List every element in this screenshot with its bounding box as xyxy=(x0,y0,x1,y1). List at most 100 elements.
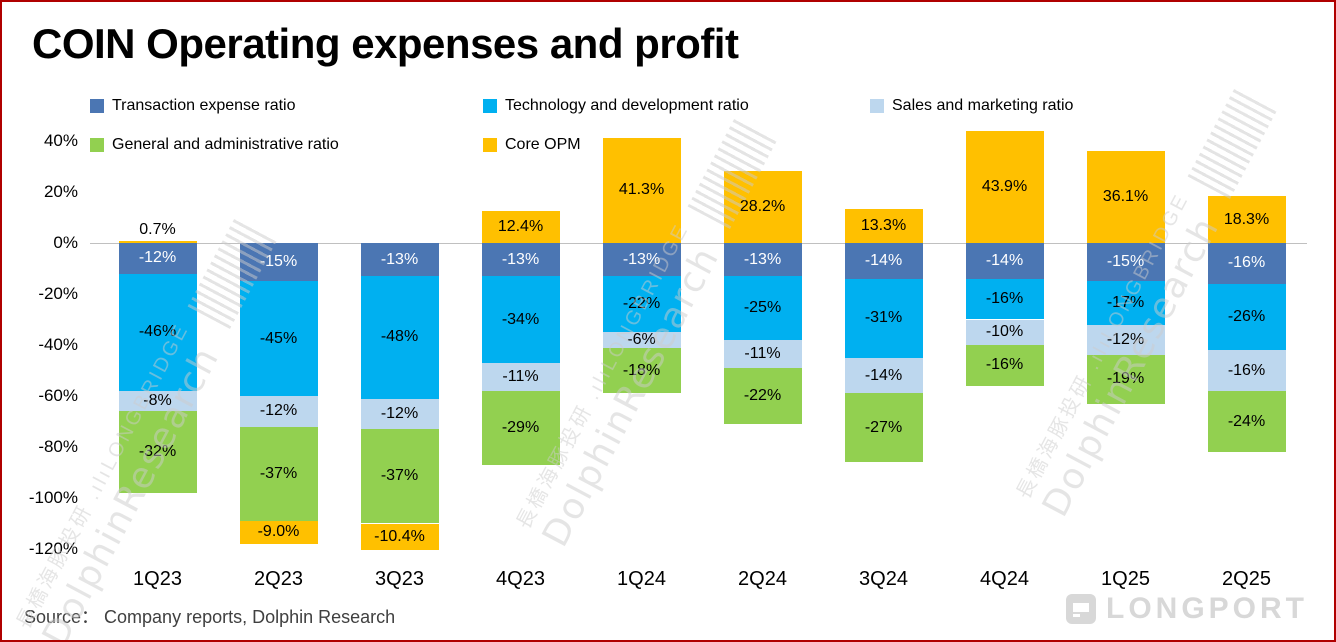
bar-segment xyxy=(239,426,318,521)
bar-segment xyxy=(965,131,1044,243)
bar-value-label: -14% xyxy=(864,251,903,269)
bar-segment xyxy=(602,347,681,394)
bar-segment xyxy=(965,243,1044,279)
legend-label-technology: Technology and development ratio xyxy=(505,97,749,114)
legend-item-general-administrative-ratio: General and administrative ratio xyxy=(90,136,339,154)
legend-item-core-opm: Core OPM xyxy=(483,136,581,154)
legend-item-transaction-expense-ratio: Transaction expense ratio xyxy=(90,97,296,115)
bar-segment xyxy=(602,137,681,243)
bar-value-label: -16% xyxy=(1227,361,1266,379)
bar-segment xyxy=(844,278,923,358)
bar-segment xyxy=(965,278,1044,320)
bar-value-label: -19% xyxy=(1106,370,1145,388)
legend-swatch-technology xyxy=(483,99,497,113)
bar-segment xyxy=(723,243,802,277)
bar-segment xyxy=(360,523,439,551)
y-axis-tick-label: 20% xyxy=(43,182,78,201)
bar-value-label: -16% xyxy=(985,356,1024,374)
bar-segment xyxy=(360,276,439,399)
x-axis-category-label: 2Q25 xyxy=(1222,568,1271,590)
bar-segment xyxy=(118,411,197,493)
bar-segment xyxy=(1086,243,1165,282)
bar-value-label: -11% xyxy=(744,344,781,362)
x-axis-category-label: 2Q23 xyxy=(254,568,303,590)
legend-label-core-opm: Core OPM xyxy=(505,136,581,153)
bar-segment xyxy=(1086,324,1165,356)
bar-value-label: -34% xyxy=(501,310,540,328)
bar-segment xyxy=(118,243,197,274)
bar-segment xyxy=(602,332,681,348)
x-axis-category-label: 4Q24 xyxy=(980,568,1029,590)
bar-value-label: -8% xyxy=(143,392,172,410)
longport-logo-text: LONGPORT xyxy=(1106,592,1308,625)
zero-axis-line xyxy=(90,243,1307,244)
bar-value-label: -18% xyxy=(622,361,661,379)
x-axis-category-label: 4Q23 xyxy=(496,568,545,590)
bar-value-label: -16% xyxy=(985,290,1024,308)
bar-value-label: 28.2% xyxy=(739,198,786,216)
bar-value-label: 36.1% xyxy=(1102,187,1149,205)
bar-value-label: -13% xyxy=(743,250,782,268)
legend-label-transaction: Transaction expense ratio xyxy=(112,97,296,114)
bar-value-label: -14% xyxy=(985,251,1024,269)
bar-value-label: -24% xyxy=(1227,412,1266,430)
longport-logo: LONGPORT xyxy=(1066,592,1308,626)
bar-segment xyxy=(602,276,681,333)
bar-value-label: -46% xyxy=(138,323,177,341)
legend-label-general-administrative: General and administrative ratio xyxy=(112,136,339,153)
bar-value-label: -12% xyxy=(380,404,419,422)
bar-segment xyxy=(1207,243,1286,284)
legend-swatch-transaction xyxy=(90,99,104,113)
x-axis-category-label: 1Q23 xyxy=(133,568,182,590)
legend-swatch-core-opm xyxy=(483,138,497,152)
bar-segment xyxy=(118,390,197,412)
bar-value-label: -9.0% xyxy=(257,523,300,541)
bar-value-label: -45% xyxy=(259,329,298,347)
y-axis-tick-label: -100% xyxy=(28,488,78,507)
bar-value-label: -12% xyxy=(1106,330,1145,348)
bar-segment xyxy=(239,520,318,544)
bar-value-label: -25% xyxy=(743,299,782,317)
bar-segment xyxy=(360,243,439,277)
bar-segment xyxy=(723,367,802,425)
x-axis-category-label: 2Q24 xyxy=(738,568,787,590)
bar-value-label: 18.3% xyxy=(1223,210,1270,228)
legend-swatch-sales-marketing xyxy=(870,99,884,113)
bar-segment xyxy=(118,241,197,244)
bar-segment xyxy=(360,429,439,524)
bar-segment xyxy=(481,276,560,363)
bar-segment xyxy=(1207,283,1286,351)
bar-value-label: -13% xyxy=(622,250,661,268)
bar-segment xyxy=(844,209,923,243)
bar-value-label: -29% xyxy=(501,418,540,436)
bar-segment xyxy=(844,243,923,279)
bar-value-label: -12% xyxy=(259,402,298,420)
bar-segment xyxy=(602,243,681,277)
x-axis-category-label: 3Q24 xyxy=(859,568,908,590)
y-axis-tick-label: -20% xyxy=(38,284,78,303)
bar-value-label: -26% xyxy=(1227,307,1266,325)
bar-value-label: -32% xyxy=(138,443,177,461)
bar-value-label: -10% xyxy=(985,323,1024,341)
bar-segment xyxy=(844,357,923,394)
bar-value-label: -13% xyxy=(380,250,419,268)
bar-value-label: -10.4% xyxy=(374,527,425,545)
bar-segment xyxy=(844,393,923,463)
bar-value-label: 12.4% xyxy=(497,218,544,236)
bar-value-label: 0.7% xyxy=(139,221,176,239)
bar-segment xyxy=(723,339,802,368)
bar-segment xyxy=(481,243,560,277)
bar-segment xyxy=(481,390,560,465)
bar-value-label: -15% xyxy=(259,253,298,271)
bar-segment xyxy=(239,396,318,427)
bar-segment xyxy=(965,345,1044,386)
legend-item-sales-marketing-ratio: Sales and marketing ratio xyxy=(870,97,1073,115)
bar-value-label: -11% xyxy=(502,367,539,385)
bar-value-label: -15% xyxy=(1106,253,1145,271)
y-axis-tick-label: -40% xyxy=(38,335,78,354)
legend-swatch-general-administrative xyxy=(90,138,104,152)
y-axis-tick-label: -60% xyxy=(38,386,78,405)
bar-segment xyxy=(1207,196,1286,243)
bar-value-label: 41.3% xyxy=(618,181,665,199)
